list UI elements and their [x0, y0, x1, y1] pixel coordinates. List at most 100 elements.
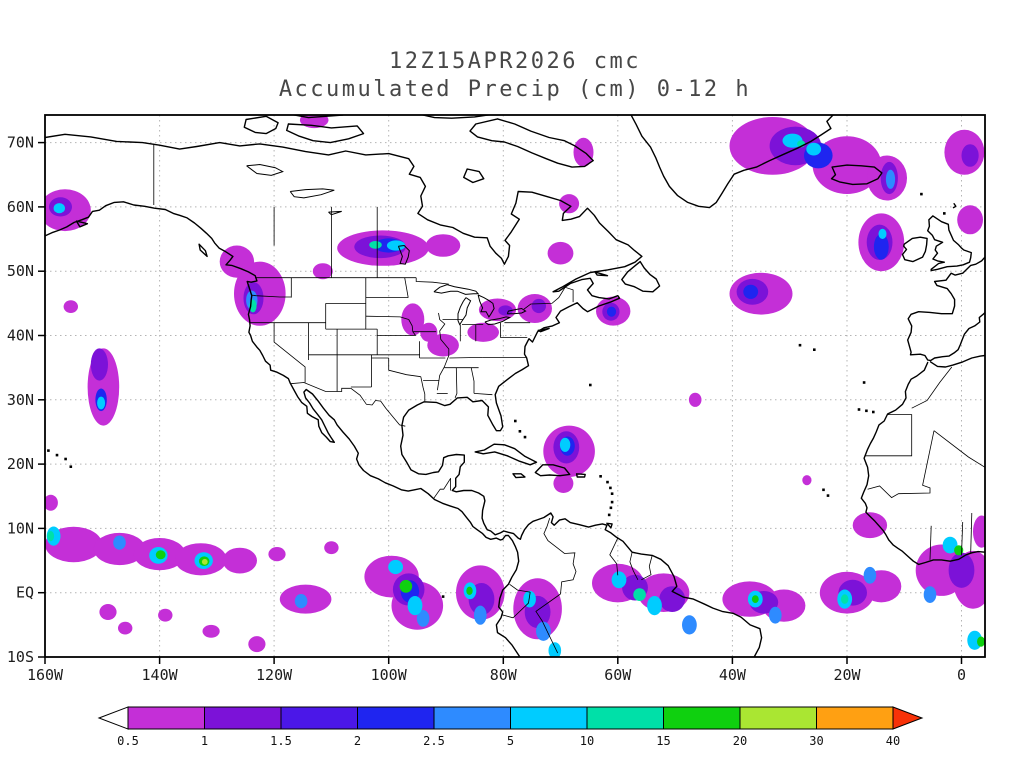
lake-outline — [289, 188, 335, 199]
lat-tick-label: 60N — [7, 198, 34, 216]
political-border — [867, 430, 935, 499]
precip-cell — [401, 303, 425, 336]
political-border — [365, 315, 409, 320]
precip-cell — [548, 642, 562, 657]
precip-cell — [852, 512, 888, 539]
precip-cell — [751, 595, 759, 603]
political-border — [388, 369, 421, 378]
island-dot — [609, 486, 612, 490]
coastline — [860, 361, 985, 566]
coastline — [621, 260, 661, 293]
island-dot — [857, 408, 861, 411]
political-border — [437, 312, 450, 391]
precip-cell — [961, 144, 979, 167]
colorbar-segment — [510, 706, 588, 730]
precip-cell — [957, 205, 983, 235]
island-dot — [798, 343, 802, 347]
precip-cell — [954, 545, 964, 556]
precip-cell — [559, 437, 571, 452]
precip-cell — [769, 606, 782, 624]
precip-cell — [553, 473, 574, 493]
precip-cell — [531, 298, 546, 314]
colorbar-label: 2.5 — [423, 734, 445, 748]
political-border — [911, 366, 953, 409]
colorbar-segment — [663, 706, 741, 730]
coastline — [474, 443, 538, 466]
colorbar-label: 30 — [809, 734, 823, 748]
lon-tick-label: 80W — [490, 666, 518, 684]
island-dot — [610, 500, 614, 504]
island-dot — [599, 475, 602, 478]
precip-cell — [923, 586, 937, 603]
lat-tick-label: 20N — [7, 455, 34, 473]
precip-cell — [201, 558, 208, 565]
political-border — [543, 517, 577, 595]
precip-cell — [99, 604, 117, 620]
precip-cell — [536, 621, 551, 641]
political-border — [273, 322, 306, 383]
political-border — [929, 525, 932, 560]
precip-cell — [427, 333, 459, 357]
precip-cell — [97, 396, 106, 410]
island-dot — [826, 494, 830, 497]
island-dot — [610, 492, 614, 495]
island-dot — [69, 465, 73, 468]
precip-cell — [659, 586, 686, 612]
coastline — [575, 473, 586, 478]
precip-cell — [559, 194, 580, 214]
political-border — [350, 387, 406, 427]
coastline — [45, 201, 521, 657]
precip-cell — [369, 241, 382, 249]
colorbar-segment — [739, 706, 817, 730]
precip-cell — [523, 590, 536, 608]
coastline — [630, 115, 835, 209]
lon-tick-label: 120W — [256, 666, 293, 684]
precip-cell — [388, 559, 403, 575]
lon-tick-label: 40W — [719, 666, 747, 684]
colorbar-label: 40 — [886, 734, 900, 748]
precip-cell — [498, 305, 513, 316]
colorbar-segment — [204, 706, 282, 730]
coastline — [45, 133, 763, 657]
precip-cell — [467, 322, 500, 342]
political-border — [290, 382, 351, 392]
coastline — [929, 354, 985, 368]
colorbar-label: 1 — [201, 734, 208, 748]
precip-cell — [47, 531, 55, 542]
lake-outline — [484, 316, 512, 326]
colorbar-left-arrow — [97, 706, 129, 730]
precip-cell — [977, 636, 985, 647]
political-border — [629, 552, 639, 580]
chart-title-line2: Accumulated Precip (cm) 0-12 h — [279, 77, 751, 102]
lake-outline — [506, 307, 527, 315]
precip-cell — [873, 233, 889, 260]
island-dot — [64, 457, 67, 461]
lake-outline — [397, 244, 410, 265]
precip-cell — [885, 169, 896, 189]
precip-cell — [743, 284, 759, 299]
lake-outline — [457, 297, 472, 326]
colorbar-label: 2 — [354, 734, 361, 748]
lake-outline — [433, 284, 480, 295]
island-dot — [55, 453, 59, 457]
coastline — [952, 203, 957, 209]
precip-cell — [466, 586, 473, 595]
island-dot — [862, 381, 866, 384]
colorbar-segment — [357, 706, 435, 730]
coastline — [907, 256, 985, 362]
precip-cell — [973, 515, 985, 548]
precip-cell — [682, 615, 697, 635]
precip-cell — [45, 494, 58, 511]
precip-cell — [633, 588, 646, 601]
colorbar-label: 0.5 — [117, 734, 139, 748]
coastline — [419, 115, 493, 119]
island-dot — [523, 435, 527, 439]
political-border — [641, 555, 653, 581]
colorbar-right-arrow — [892, 706, 924, 730]
lat-tick-label: 10S — [7, 648, 34, 666]
political-border — [433, 478, 451, 500]
precip-cell — [474, 605, 487, 625]
